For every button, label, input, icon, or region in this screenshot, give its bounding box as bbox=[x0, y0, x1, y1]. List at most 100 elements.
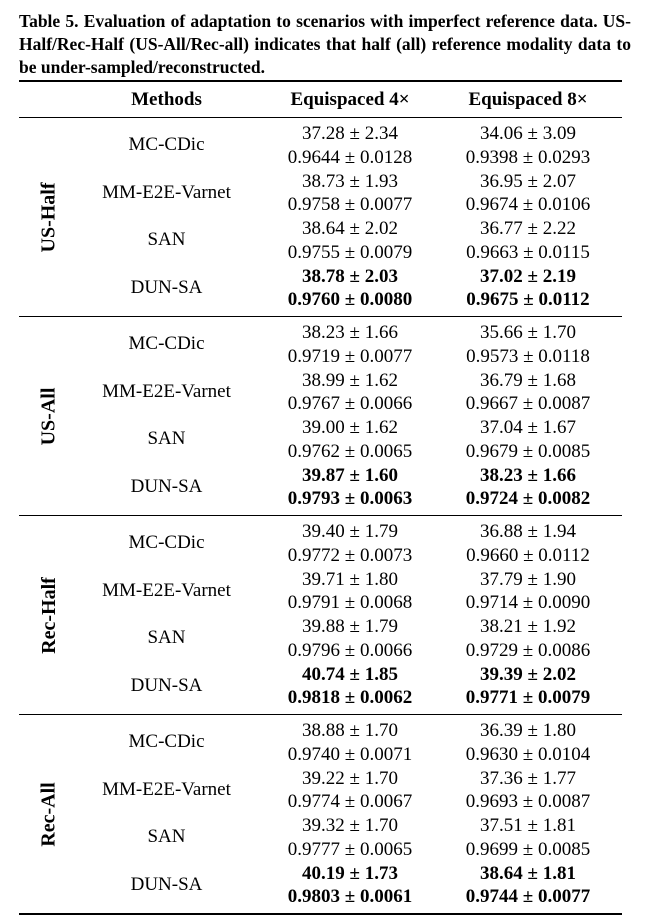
ssim-value: 0.9740 ± 0.0071 bbox=[287, 743, 413, 765]
table-header: Methods Equispaced 4× Equispaced 8× bbox=[19, 82, 622, 117]
ssim-value: 0.9771 ± 0.0079 bbox=[465, 687, 591, 708]
ssim-value: 0.9398 ± 0.0293 bbox=[465, 146, 591, 168]
ssim-value: 0.9729 ± 0.0086 bbox=[465, 639, 591, 661]
cell-equispaced-4x: 38.73 ± 1.93 0.9758 ± 0.0077 bbox=[255, 170, 445, 217]
table-row: SAN 39.88 ± 1.79 0.9796 ± 0.0066 38.21 ± 1.… bbox=[19, 615, 622, 663]
group-rows: MC-CDic 37.28 ± 2.34 0.9644 ± 0.0128 34.06 … bbox=[19, 122, 622, 312]
method-name: MC-CDic bbox=[128, 134, 205, 155]
psnr-value: 40.19 ± 1.73 bbox=[302, 862, 398, 884]
bottom-rule bbox=[19, 913, 622, 915]
table-group: US-Half MC-CDic 37.28 ± 2.34 0.9644 ± 0.012… bbox=[19, 118, 622, 316]
table-row: MM-E2E-Varnet 39.22 ± 1.70 0.9774 ± 0.0067… bbox=[19, 767, 622, 815]
ssim-value: 0.9719 ± 0.0077 bbox=[287, 345, 413, 367]
cell-equispaced-8x: 38.21 ± 1.92 0.9729 ± 0.0086 bbox=[433, 615, 623, 662]
psnr-value: 38.99 ± 1.62 bbox=[302, 369, 398, 391]
table-row: DUN-SA 40.74 ± 1.85 0.9818 ± 0.0062 39.39 ±… bbox=[19, 663, 622, 711]
cell-equispaced-4x: 38.23 ± 1.66 0.9719 ± 0.0077 bbox=[255, 321, 445, 368]
table-row: MM-E2E-Varnet 39.71 ± 1.80 0.9791 ± 0.0068… bbox=[19, 568, 622, 616]
cell-equispaced-8x: 36.77 ± 2.22 0.9663 ± 0.0115 bbox=[433, 217, 623, 264]
table-row: MC-CDic 39.40 ± 1.79 0.9772 ± 0.0073 36.88 … bbox=[19, 520, 622, 568]
ssim-value: 0.9793 ± 0.0063 bbox=[287, 488, 413, 509]
psnr-value: 39.71 ± 1.80 bbox=[302, 568, 398, 590]
ssim-value: 0.9762 ± 0.0065 bbox=[287, 440, 413, 462]
ssim-value: 0.9744 ± 0.0077 bbox=[465, 886, 591, 907]
table-row: MC-CDic 38.88 ± 1.70 0.9740 ± 0.0071 36.39 … bbox=[19, 719, 622, 767]
psnr-value: 36.88 ± 1.94 bbox=[480, 521, 576, 542]
ssim-value: 0.9699 ± 0.0085 bbox=[465, 838, 591, 860]
psnr-value: 36.77 ± 2.22 bbox=[480, 218, 576, 239]
table-caption: Table 5. Evaluation of adaptation to sce… bbox=[19, 11, 631, 77]
cell-equispaced-8x: 39.39 ± 2.02 0.9771 ± 0.0079 bbox=[433, 663, 623, 710]
psnr-value: 39.22 ± 1.70 bbox=[302, 767, 398, 789]
method-name: SAN bbox=[147, 229, 186, 250]
cell-equispaced-8x: 37.02 ± 2.19 0.9675 ± 0.0112 bbox=[433, 265, 623, 312]
cell-equispaced-4x: 39.00 ± 1.62 0.9762 ± 0.0065 bbox=[255, 416, 445, 463]
ssim-value: 0.9644 ± 0.0128 bbox=[287, 146, 413, 168]
method-name: MM-E2E-Varnet bbox=[102, 778, 231, 800]
method-name: SAN bbox=[147, 826, 186, 847]
method-name: MC-CDic bbox=[128, 532, 205, 553]
table-row: MM-E2E-Varnet 38.73 ± 1.93 0.9758 ± 0.0077… bbox=[19, 170, 622, 218]
psnr-value: 37.28 ± 2.34 bbox=[302, 123, 398, 144]
ssim-value: 0.9767 ± 0.0066 bbox=[287, 393, 413, 414]
table-row: DUN-SA 39.87 ± 1.60 0.9793 ± 0.0063 38.23 ±… bbox=[19, 464, 622, 512]
table-row: MC-CDic 38.23 ± 1.66 0.9719 ± 0.0077 35.66 … bbox=[19, 321, 622, 369]
psnr-value: 38.88 ± 1.70 bbox=[302, 720, 398, 741]
table-row: MM-E2E-Varnet 38.99 ± 1.62 0.9767 ± 0.0066… bbox=[19, 369, 622, 417]
table-row: SAN 39.00 ± 1.62 0.9762 ± 0.0065 37.04 ± 1.… bbox=[19, 416, 622, 464]
cell-equispaced-8x: 34.06 ± 3.09 0.9398 ± 0.0293 bbox=[433, 122, 623, 169]
ssim-value: 0.9674 ± 0.0106 bbox=[465, 194, 591, 215]
cell-equispaced-4x: 39.71 ± 1.80 0.9791 ± 0.0068 bbox=[255, 568, 445, 615]
group-rows: MC-CDic 38.23 ± 1.66 0.9719 ± 0.0077 35.66 … bbox=[19, 321, 622, 511]
cell-equispaced-8x: 38.23 ± 1.66 0.9724 ± 0.0082 bbox=[433, 464, 623, 511]
table-row: SAN 39.32 ± 1.70 0.9777 ± 0.0065 37.51 ± 1.… bbox=[19, 814, 622, 862]
psnr-value: 37.02 ± 2.19 bbox=[480, 265, 576, 287]
group-rule bbox=[19, 714, 622, 715]
table-row: SAN 38.64 ± 2.02 0.9755 ± 0.0079 36.77 ± 2.… bbox=[19, 217, 622, 265]
results-table: Methods Equispaced 4× Equispaced 8× US-H… bbox=[19, 80, 622, 915]
ssim-value: 0.9675 ± 0.0112 bbox=[466, 289, 590, 310]
header-methods: Methods bbox=[131, 88, 202, 110]
cell-equispaced-8x: 37.04 ± 1.67 0.9679 ± 0.0085 bbox=[433, 416, 623, 463]
psnr-value: 38.64 ± 1.81 bbox=[480, 862, 576, 884]
psnr-value: 38.21 ± 1.92 bbox=[480, 616, 576, 637]
psnr-value: 39.39 ± 2.02 bbox=[480, 663, 576, 685]
header-equispaced-8x: Equispaced 8× bbox=[468, 88, 588, 110]
psnr-value: 36.79 ± 1.68 bbox=[480, 369, 576, 391]
ssim-value: 0.9772 ± 0.0073 bbox=[287, 544, 413, 566]
ssim-value: 0.9803 ± 0.0061 bbox=[287, 886, 413, 907]
method-name: MM-E2E-Varnet bbox=[102, 579, 231, 601]
psnr-value: 36.39 ± 1.80 bbox=[480, 720, 576, 741]
psnr-value: 37.36 ± 1.77 bbox=[480, 767, 576, 789]
table-group: US-All MC-CDic 38.23 ± 1.66 0.9719 ± 0.0077… bbox=[19, 317, 622, 515]
cell-equispaced-4x: 38.88 ± 1.70 0.9740 ± 0.0071 bbox=[255, 719, 445, 766]
psnr-value: 36.95 ± 2.07 bbox=[480, 170, 576, 192]
psnr-value: 38.23 ± 1.66 bbox=[302, 322, 398, 343]
psnr-value: 38.78 ± 2.03 bbox=[302, 265, 398, 287]
cell-equispaced-8x: 36.79 ± 1.68 0.9667 ± 0.0087 bbox=[433, 369, 623, 416]
group-rows: MC-CDic 38.88 ± 1.70 0.9740 ± 0.0071 36.39 … bbox=[19, 719, 622, 909]
psnr-value: 39.00 ± 1.62 bbox=[302, 417, 398, 438]
header-rule bbox=[19, 117, 622, 118]
cell-equispaced-4x: 39.40 ± 1.79 0.9772 ± 0.0073 bbox=[255, 520, 445, 567]
header-equispaced-4x: Equispaced 4× bbox=[290, 88, 410, 110]
cell-equispaced-8x: 35.66 ± 1.70 0.9573 ± 0.0118 bbox=[433, 321, 623, 368]
ssim-value: 0.9791 ± 0.0068 bbox=[287, 592, 413, 613]
group-rule bbox=[19, 515, 622, 516]
ssim-value: 0.9660 ± 0.0112 bbox=[466, 544, 590, 566]
method-name: DUN-SA bbox=[130, 475, 203, 497]
psnr-value: 35.66 ± 1.70 bbox=[480, 322, 576, 343]
ssim-value: 0.9818 ± 0.0062 bbox=[287, 687, 413, 708]
ssim-value: 0.9679 ± 0.0085 bbox=[465, 440, 591, 462]
table-row: MC-CDic 37.28 ± 2.34 0.9644 ± 0.0128 34.06 … bbox=[19, 122, 622, 170]
cell-equispaced-4x: 39.22 ± 1.70 0.9774 ± 0.0067 bbox=[255, 767, 445, 814]
psnr-value: 37.51 ± 1.81 bbox=[480, 815, 576, 836]
psnr-value: 39.88 ± 1.79 bbox=[302, 616, 398, 637]
cell-equispaced-4x: 40.74 ± 1.85 0.9818 ± 0.0062 bbox=[255, 663, 445, 710]
cell-equispaced-4x: 38.99 ± 1.62 0.9767 ± 0.0066 bbox=[255, 369, 445, 416]
method-name: DUN-SA bbox=[130, 276, 203, 298]
ssim-value: 0.9693 ± 0.0087 bbox=[465, 791, 591, 812]
table-row: DUN-SA 38.78 ± 2.03 0.9760 ± 0.0080 37.02 ±… bbox=[19, 265, 622, 313]
psnr-value: 39.32 ± 1.70 bbox=[302, 815, 398, 836]
psnr-value: 39.87 ± 1.60 bbox=[302, 464, 398, 486]
